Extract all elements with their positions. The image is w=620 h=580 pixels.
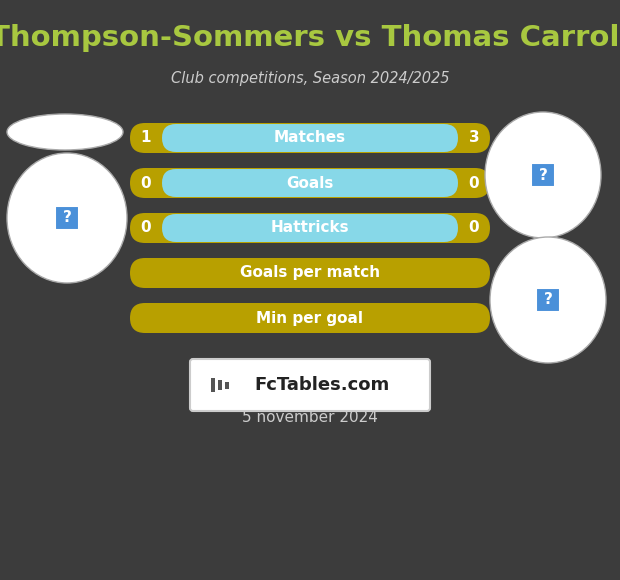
- FancyBboxPatch shape: [162, 169, 458, 197]
- FancyBboxPatch shape: [531, 163, 555, 187]
- FancyBboxPatch shape: [130, 213, 490, 243]
- FancyBboxPatch shape: [130, 123, 490, 153]
- Bar: [218, 380, 222, 390]
- FancyBboxPatch shape: [536, 288, 560, 312]
- Text: 1: 1: [141, 130, 151, 146]
- FancyBboxPatch shape: [130, 303, 490, 333]
- Text: 3: 3: [469, 130, 479, 146]
- Text: ?: ?: [544, 292, 552, 307]
- FancyBboxPatch shape: [190, 359, 430, 411]
- Text: 0: 0: [141, 220, 151, 235]
- Ellipse shape: [7, 114, 123, 150]
- Text: 0: 0: [469, 220, 479, 235]
- Text: FcTables.com: FcTables.com: [254, 376, 389, 394]
- Text: ?: ?: [63, 211, 71, 226]
- Text: Club competitions, Season 2024/2025: Club competitions, Season 2024/2025: [170, 71, 450, 85]
- Ellipse shape: [485, 112, 601, 238]
- Text: Goals: Goals: [286, 176, 334, 190]
- Text: Matches: Matches: [274, 130, 346, 146]
- Text: Hattricks: Hattricks: [271, 220, 349, 235]
- Ellipse shape: [7, 153, 127, 283]
- FancyBboxPatch shape: [162, 214, 458, 242]
- Text: 0: 0: [141, 176, 151, 190]
- FancyBboxPatch shape: [162, 124, 458, 152]
- Text: Goals per match: Goals per match: [240, 266, 380, 281]
- FancyBboxPatch shape: [130, 258, 490, 288]
- Ellipse shape: [490, 237, 606, 363]
- Text: 0: 0: [469, 176, 479, 190]
- Text: 5 november 2024: 5 november 2024: [242, 411, 378, 426]
- FancyBboxPatch shape: [55, 206, 79, 230]
- Text: ?: ?: [539, 168, 547, 183]
- Text: Min per goal: Min per goal: [257, 310, 363, 325]
- Bar: [211, 378, 215, 392]
- FancyBboxPatch shape: [130, 168, 490, 198]
- Text: Thompson-Sommers vs Thomas Carroll: Thompson-Sommers vs Thomas Carroll: [0, 24, 620, 52]
- Bar: [225, 382, 229, 389]
